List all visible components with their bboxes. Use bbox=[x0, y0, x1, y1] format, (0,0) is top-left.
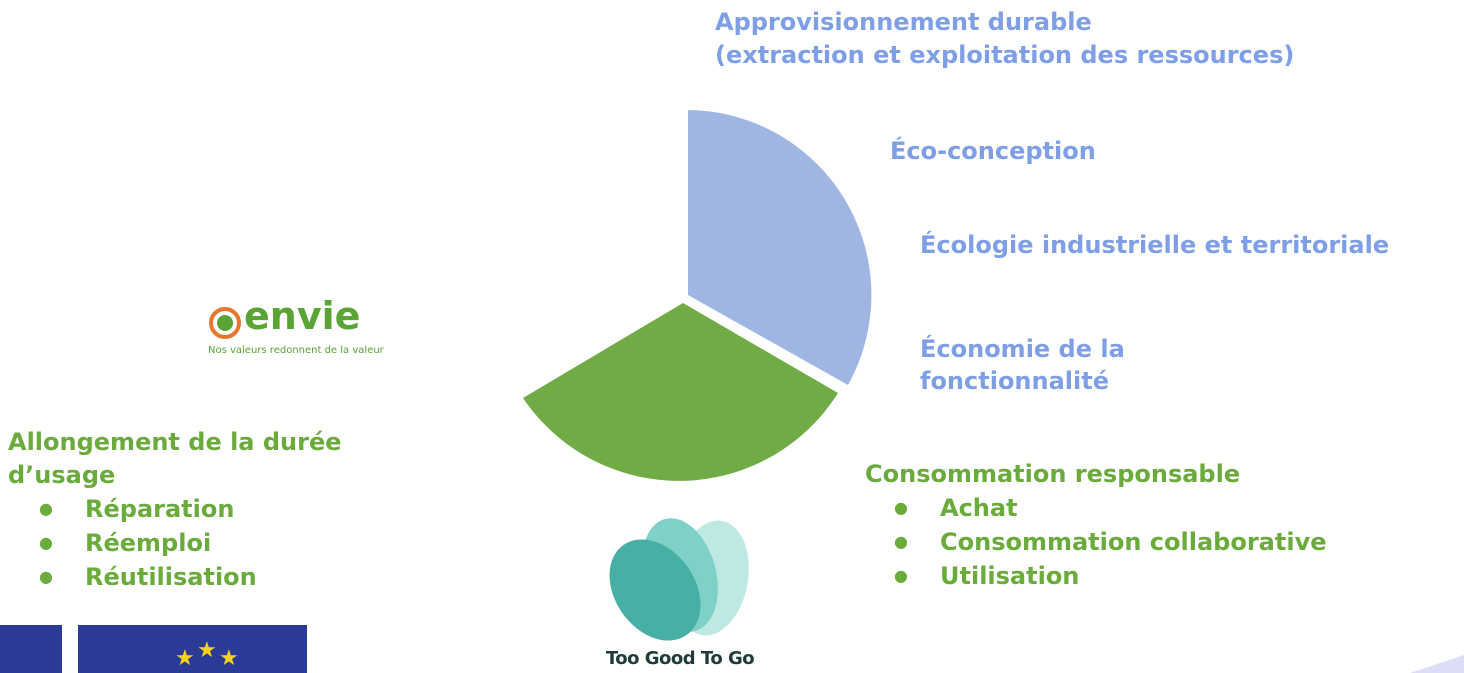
tgtg-logo-text: Too Good To Go bbox=[605, 648, 755, 669]
line: Éco-conception bbox=[890, 137, 1096, 165]
eu-stars: ★ bbox=[197, 638, 217, 663]
line: Consommation responsable bbox=[865, 460, 1241, 488]
line: Économie de la bbox=[920, 335, 1125, 363]
list: Achat Consommation collaborative Utilisa… bbox=[894, 491, 1327, 593]
label: Économie de la fonctionnalité bbox=[920, 333, 1125, 397]
line: d’usage bbox=[8, 461, 116, 489]
envie-icon-inner bbox=[217, 315, 233, 331]
blue-segment bbox=[688, 110, 872, 385]
eu-stars: ★ bbox=[175, 646, 195, 671]
tgtg-leaf bbox=[609, 539, 701, 641]
eu-flag bbox=[78, 625, 307, 673]
list-item: Réemploi bbox=[39, 526, 342, 560]
label: Consommation responsable Achat Consommat… bbox=[865, 458, 1326, 593]
line: Allongement de la durée bbox=[8, 428, 342, 456]
label: Allongement de la durée d’usage Réparati… bbox=[8, 426, 342, 594]
line: Approvisionnement durable bbox=[715, 8, 1092, 36]
label: Écologie industrielle et territoriale bbox=[920, 229, 1389, 262]
list-item: Réparation bbox=[39, 492, 342, 526]
envie-tagline: Nos valeurs redonnent de la valeur bbox=[208, 345, 384, 356]
label: Approvisionnement durable (extraction et… bbox=[715, 6, 1294, 72]
line: fonctionnalité bbox=[920, 367, 1109, 395]
line: Écologie industrielle et territoriale bbox=[920, 231, 1390, 259]
list-item: Réutilisation bbox=[39, 560, 342, 594]
corner-triangle bbox=[1410, 655, 1464, 673]
green-segment bbox=[523, 303, 838, 481]
line: (extraction et exploitation des ressourc… bbox=[715, 41, 1295, 69]
eu-stars: ★ bbox=[219, 646, 239, 671]
list-item: Utilisation bbox=[894, 559, 1326, 593]
list-item: Achat bbox=[894, 491, 1326, 525]
label: Éco-conception bbox=[890, 135, 1096, 168]
envie-logo: envie bbox=[244, 294, 361, 338]
eu-flag-small bbox=[0, 625, 62, 673]
list-item: Consommation collaborative bbox=[894, 525, 1327, 559]
list: Réparation Réemploi Réutilisation bbox=[39, 492, 342, 594]
